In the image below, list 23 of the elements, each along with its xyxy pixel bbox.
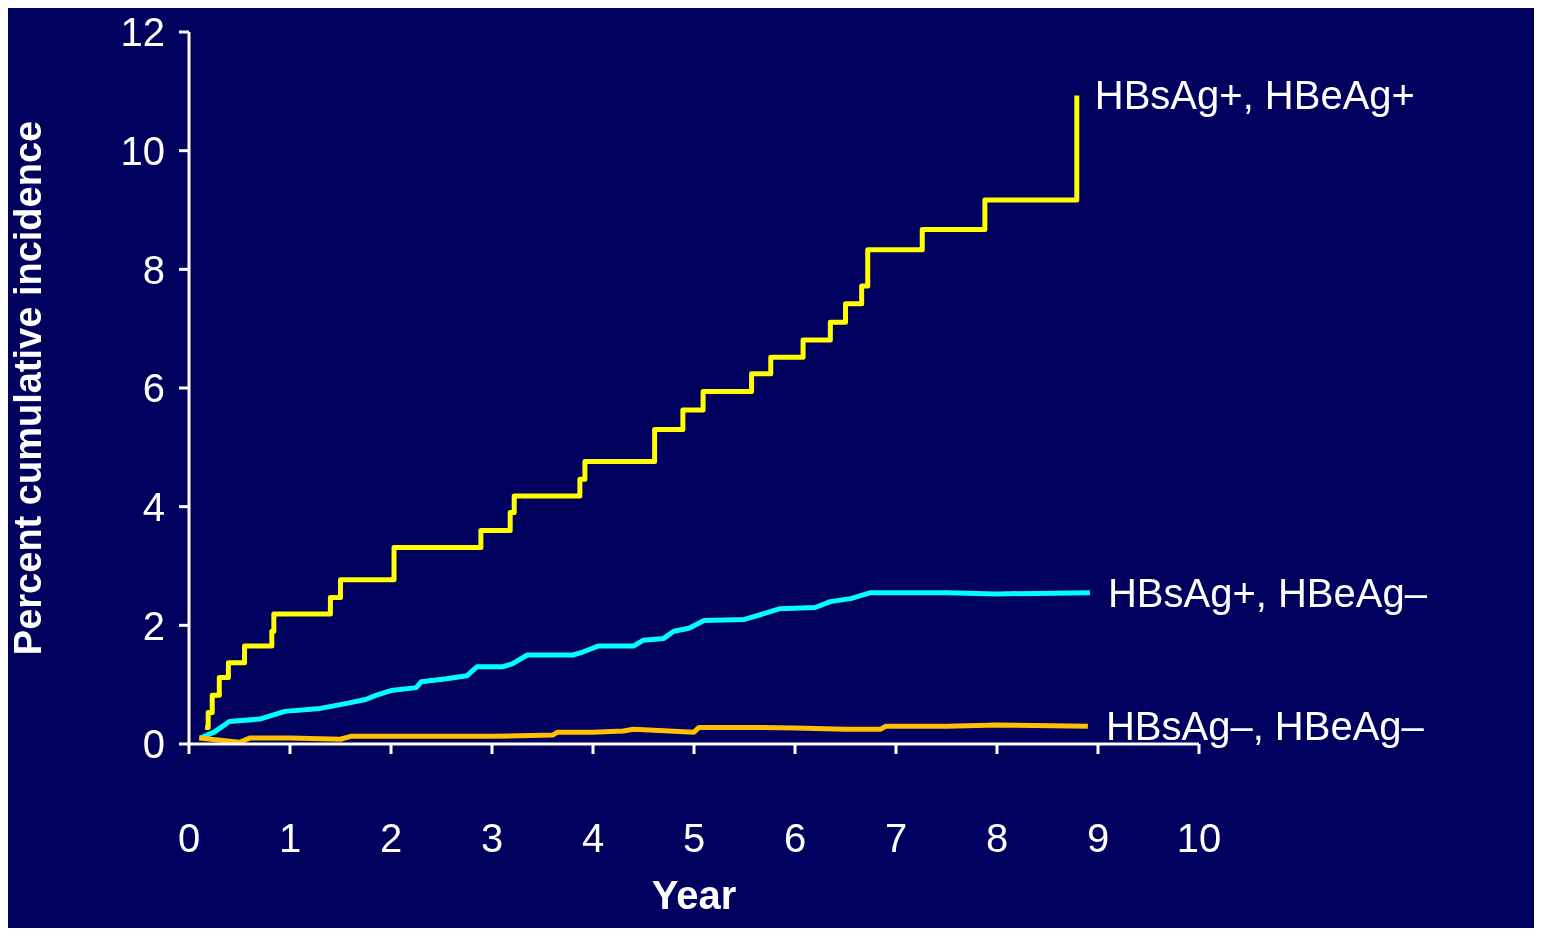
x-tick-label: 8	[985, 816, 1009, 861]
y-tick-label: 8	[142, 247, 165, 292]
y-tick-label: 12	[120, 10, 165, 55]
x-tick-label: 7	[884, 816, 908, 861]
x-axis-title: Year	[651, 873, 737, 917]
y-tick-label: 6	[142, 366, 165, 411]
x-tick-label: 5	[682, 816, 706, 861]
x-tick-label: 0	[177, 816, 201, 861]
y-axis-title: Percent cumulative incidence	[7, 120, 50, 656]
x-tick-label: 2	[379, 816, 403, 861]
x-tick-label: 6	[783, 816, 807, 861]
x-tick-label: 9	[1086, 816, 1110, 861]
series-label: HBsAg+, HBeAg–	[1107, 570, 1428, 615]
x-tick-label: 10	[1176, 816, 1222, 861]
y-tick-label: 10	[120, 128, 165, 173]
series-label: HBsAg+, HBeAg+	[1094, 73, 1415, 118]
y-tick-label: 0	[142, 722, 165, 767]
x-tick-label: 4	[581, 816, 605, 861]
x-tick-label: 3	[480, 816, 504, 861]
y-tick-label: 2	[142, 603, 165, 648]
series-label: HBsAg–, HBeAg–	[1105, 704, 1425, 749]
y-tick-label: 4	[142, 484, 165, 529]
x-tick-label: 1	[278, 816, 302, 861]
